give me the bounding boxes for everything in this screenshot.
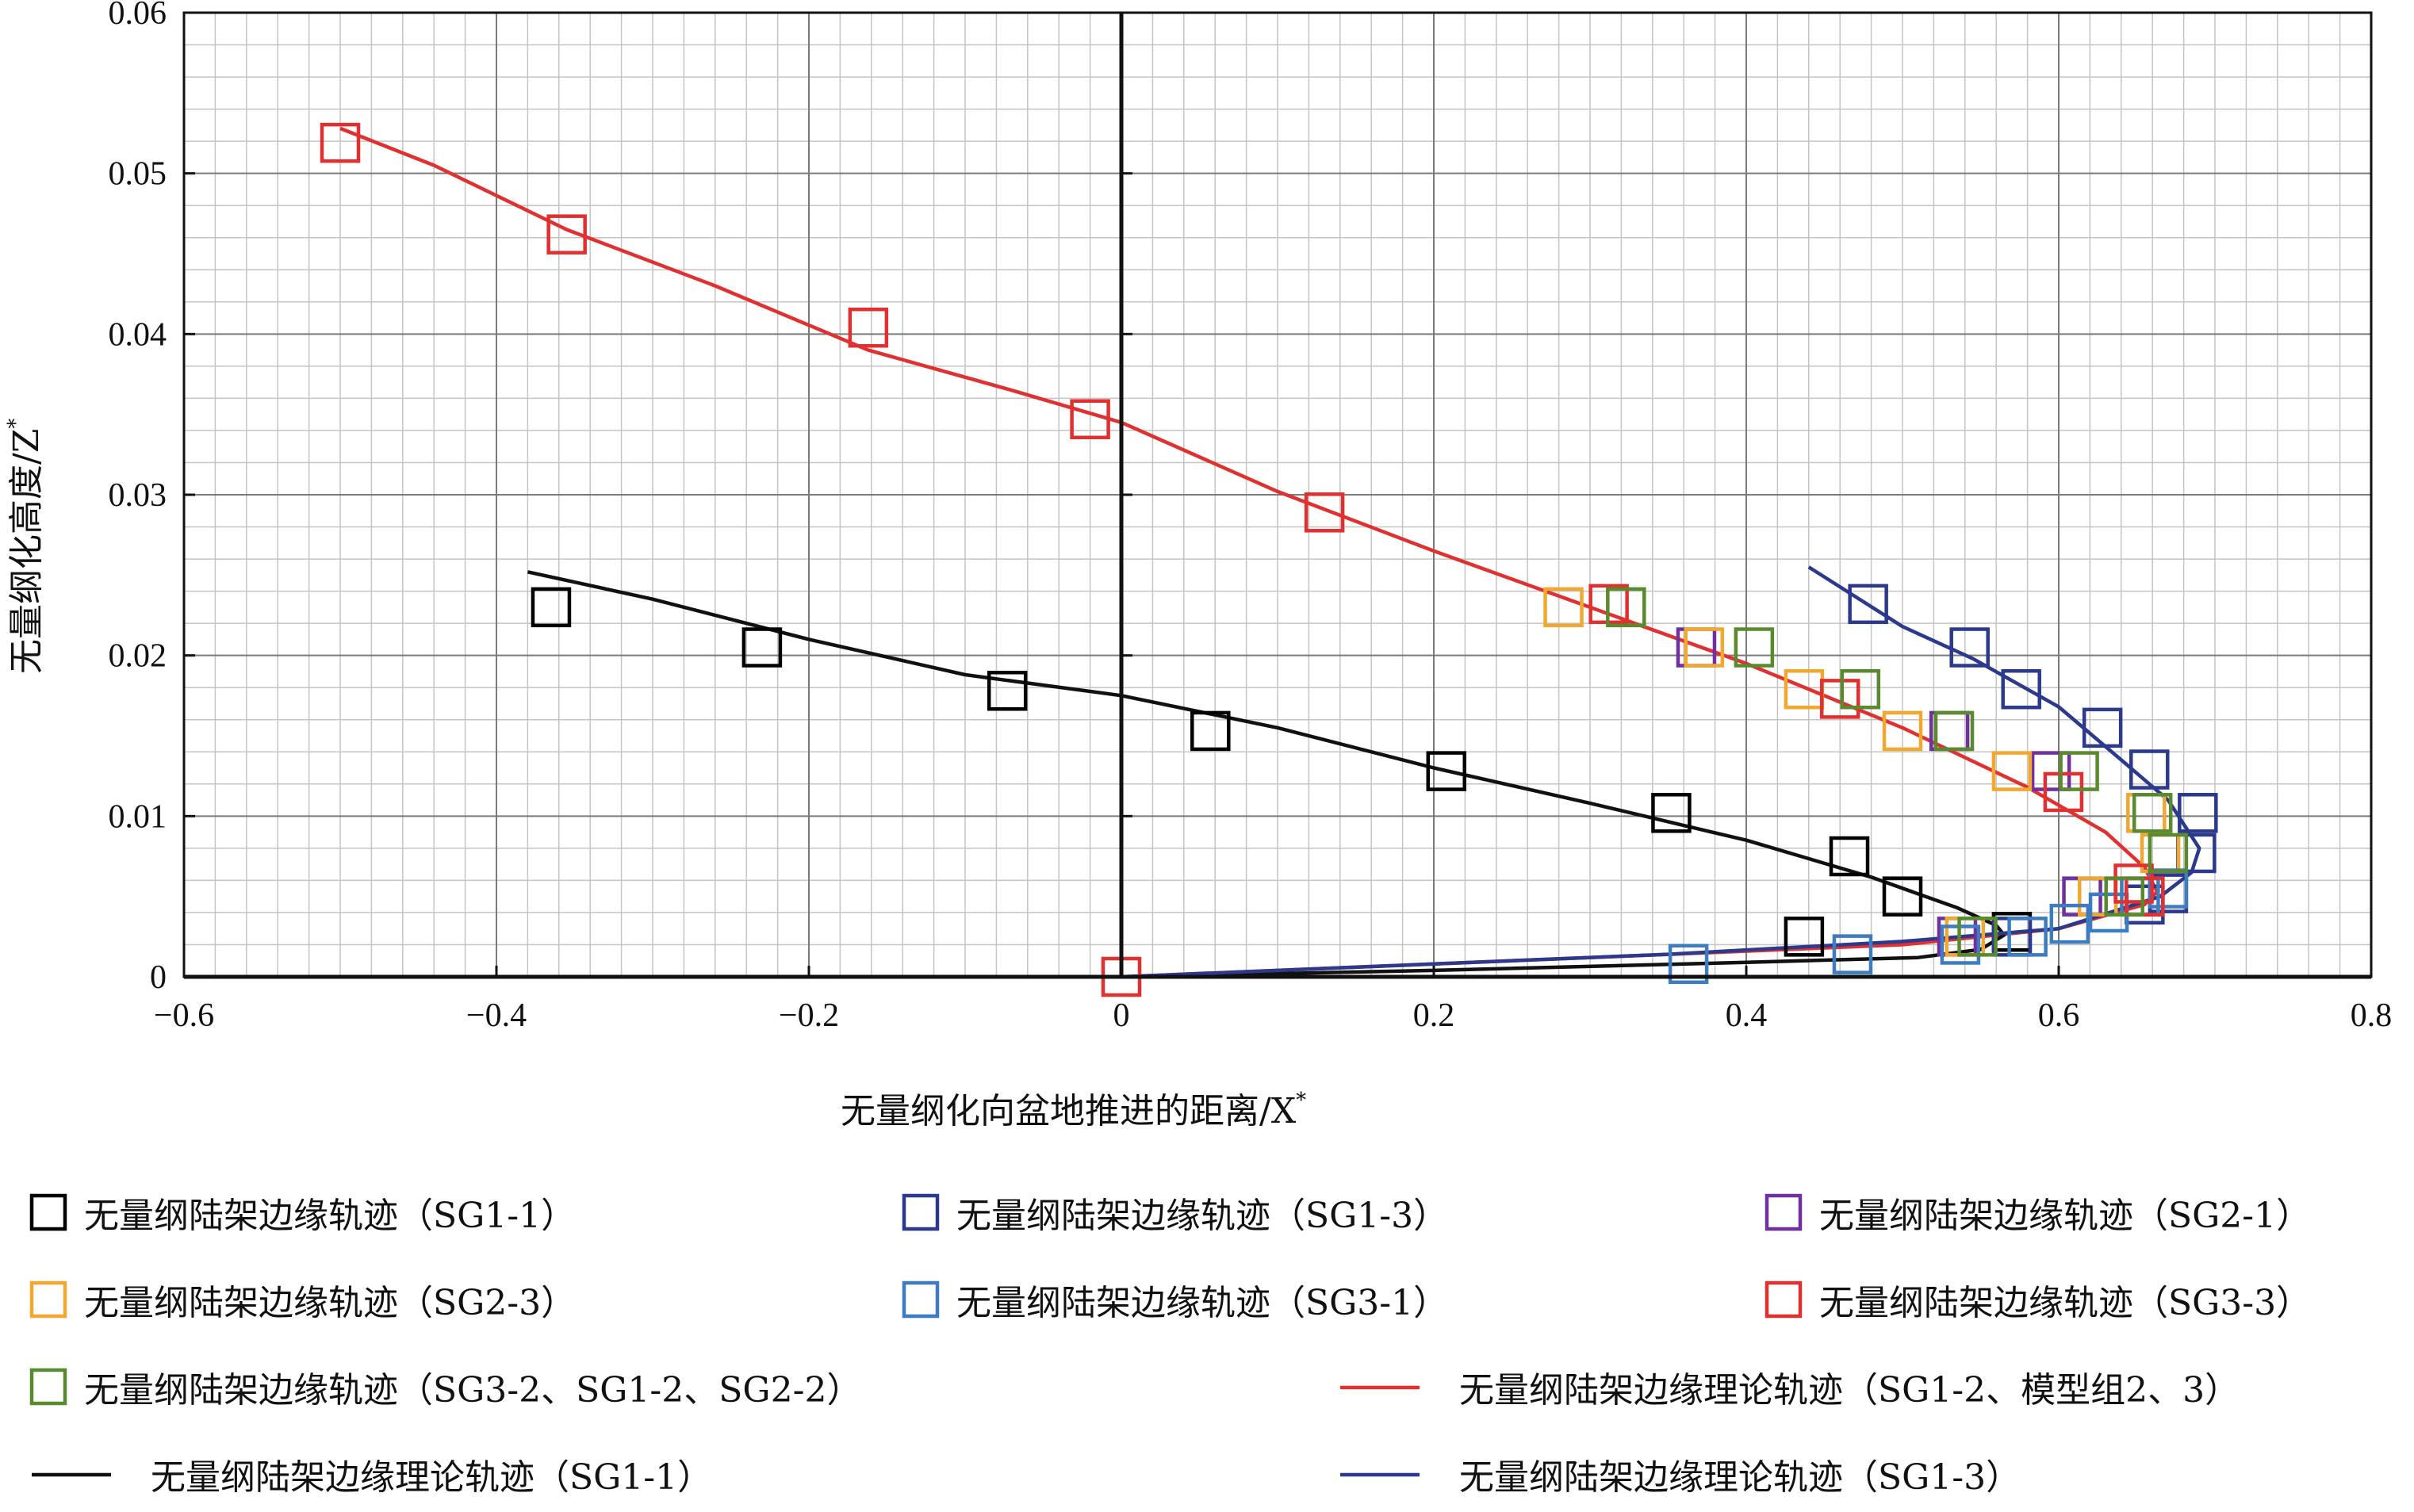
legend-marker [902, 1193, 940, 1231]
theory-lines [339, 126, 2201, 979]
data-point [2043, 771, 2084, 813]
data-point [848, 307, 889, 348]
y-tick-label: 0.05 [109, 156, 167, 193]
data-point [2178, 793, 2218, 833]
y-tick-label: 0.04 [109, 316, 167, 353]
data-point [1949, 627, 1990, 668]
legend: 无量纲陆架边缘轨迹（SG1-1） 无量纲陆架边缘轨迹（SG1-3） 无量纲陆架边缘轨… [29, 1193, 2311, 1498]
x-tick-label: −0.4 [466, 997, 527, 1034]
x-tick-label: −0.2 [779, 997, 839, 1034]
legend-label: 无量纲陆架边缘轨迹（SG1-1） [84, 1196, 576, 1236]
x-axis-title-sup: * [1296, 1089, 1306, 1112]
legend-label: 无量纲陆架边缘轨迹（SG2-1） [1819, 1196, 2311, 1236]
x-axis-title-text: 无量纲化向盆地推进的距离/X [841, 1091, 1297, 1131]
data-point [1684, 627, 1725, 668]
data-point [2132, 793, 2173, 833]
data-point [320, 122, 361, 163]
y-tick-labels: 0 0.01 0.02 0.03 0.04 0.05 0.06 [109, 0, 167, 996]
y-tick-label: 0.03 [109, 477, 167, 514]
legend-label: 无量纲陆架边缘理论轨迹（SG1-3） [1459, 1457, 2021, 1498]
y-tick-label: 0.01 [109, 798, 167, 835]
y-tick-label: 0 [150, 959, 167, 996]
legend-marker [902, 1280, 940, 1319]
data-point [1304, 492, 1345, 533]
x-tick-label: −0.6 [154, 997, 214, 1034]
legend-marker [1765, 1193, 1803, 1231]
y-axis-title-text: 无量纲化高度/Z [6, 429, 47, 674]
data-point [1819, 679, 1860, 719]
legend-label: 无量纲陆架边缘轨迹（SG3-1） [956, 1283, 1448, 1323]
data-point [1426, 751, 1467, 791]
data-point [2125, 876, 2165, 917]
y-axis-title: 无量纲化高度/Z* [4, 419, 47, 674]
legend-label: 无量纲陆架边缘轨迹（SG3-2、SG1-2、SG2-2） [84, 1370, 861, 1411]
data-point [1848, 584, 1888, 625]
y-tick-label: 0.02 [109, 638, 167, 675]
data-point [2059, 751, 2099, 791]
data-point [1882, 876, 1923, 917]
x-tick-labels: −0.6 −0.4 −0.2 0 0.2 0.4 0.6 0.8 [154, 997, 2392, 1034]
data-point [2113, 863, 2154, 904]
data-point [1190, 710, 1231, 752]
x-tick-label: 0.2 [1413, 997, 1455, 1034]
x-tick-label: 0.8 [2351, 997, 2393, 1034]
data-point [531, 587, 572, 628]
data-point [2104, 876, 2144, 917]
data-point [2001, 668, 2041, 710]
data-point [1840, 668, 1881, 710]
theory-line [339, 126, 2159, 979]
data-point [2148, 833, 2189, 874]
x-axis-title: 无量纲化向盆地推进的距离/X* [841, 1089, 1306, 1131]
data-point [1651, 793, 1692, 833]
x-tick-label: 0.4 [1726, 997, 1768, 1034]
legend-label: 无量纲陆架边缘理论轨迹（SG1-1） [151, 1457, 712, 1498]
data-point [2078, 876, 2118, 917]
data-point [546, 214, 587, 255]
data-point [1991, 751, 2033, 791]
data-point [2049, 903, 2090, 944]
data-point [1882, 710, 1923, 752]
y-axis-title-sup: * [4, 419, 28, 429]
legend-label: 无量纲陆架边缘轨迹（SG3-3） [1819, 1283, 2311, 1323]
data-point [1933, 710, 1975, 752]
x-tick-label: 0.6 [2038, 997, 2080, 1034]
legend-label: 无量纲陆架边缘轨迹（SG2-3） [84, 1283, 576, 1323]
axes [182, 11, 2373, 979]
legend-label: 无量纲陆架边缘理论轨迹（SG1-2、模型组2、3） [1459, 1370, 2240, 1411]
x-tick-label: 0 [1113, 997, 1130, 1034]
legend-marker [29, 1280, 67, 1319]
data-point [987, 671, 1028, 711]
data-point [1957, 917, 1998, 957]
data-point [1606, 587, 1646, 628]
theory-line [1121, 565, 2201, 979]
data-point [2030, 751, 2071, 791]
data-point [741, 627, 783, 668]
data-point [2082, 707, 2123, 748]
data-point [2007, 917, 2048, 957]
theory-line [527, 570, 2006, 979]
data-point [1070, 399, 1110, 439]
legend-marker [1765, 1280, 1803, 1319]
legend-marker [29, 1193, 67, 1231]
data-point [1829, 836, 1870, 877]
data-point [1543, 587, 1584, 628]
data-point [1734, 627, 1775, 668]
data-point [1784, 917, 1825, 957]
data-point [2129, 749, 2170, 790]
y-tick-label: 0.06 [109, 0, 167, 32]
data-point [2062, 876, 2102, 917]
legend-marker [29, 1368, 67, 1406]
data-point [1832, 934, 1873, 974]
data-point [1668, 944, 1709, 985]
legend-label: 无量纲陆架边缘轨迹（SG1-3） [956, 1196, 1448, 1236]
data-markers [320, 122, 2218, 997]
